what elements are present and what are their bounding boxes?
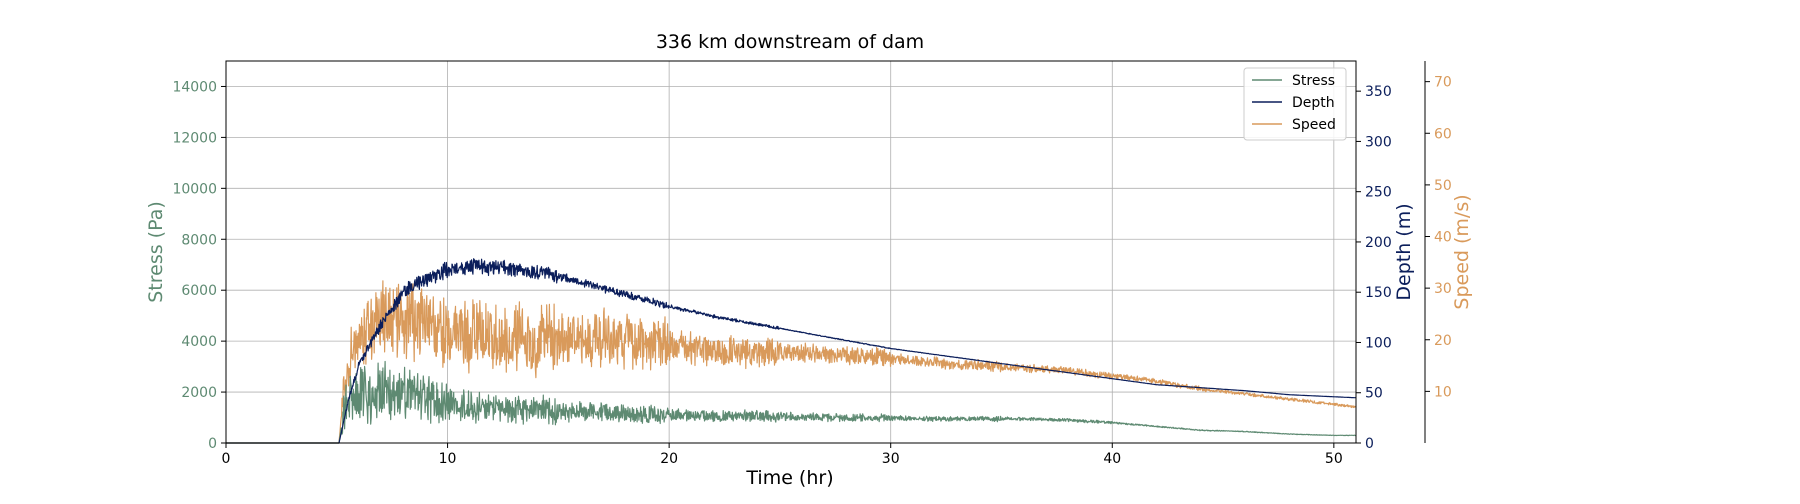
legend-box — [1243, 67, 1347, 141]
stress-tick-label: 4000 — [181, 334, 217, 350]
speed-tick-label: 40 — [1434, 230, 1452, 246]
stress-tick-label: 6000 — [181, 283, 217, 299]
stress-tick-label: 0 — [208, 436, 217, 452]
x-tick-label: 10 — [439, 451, 457, 467]
x-tick-label: 40 — [1103, 451, 1121, 467]
speed-axis-label: Speed (m/s) — [1451, 194, 1473, 309]
depth-tick-label: 350 — [1365, 84, 1392, 100]
x-tick-label: 20 — [660, 451, 678, 467]
speed-tick-label: 60 — [1434, 126, 1452, 142]
stress-tick-label: 2000 — [181, 385, 217, 401]
speed-tick-label: 30 — [1434, 281, 1452, 297]
series-line-stress — [225, 360, 1357, 444]
stress-axis: 0 2000 4000 6000 8000 10000 12000 14000 — [172, 79, 226, 452]
depth-tick-label: 0 — [1365, 436, 1374, 452]
legend: Stress Depth Speed — [1243, 67, 1347, 141]
x-axis: 0 10 20 30 40 50 — [222, 443, 1343, 467]
speed-tick-label: 70 — [1434, 75, 1452, 91]
stress-tick-label: 8000 — [181, 232, 217, 248]
stress-tick-label: 14000 — [172, 79, 217, 95]
series-line-depth — [225, 258, 1357, 444]
depth-tick-label: 200 — [1365, 235, 1392, 251]
legend-label-stress: Stress — [1292, 73, 1335, 89]
depth-axis-label: Depth (m) — [1393, 203, 1415, 300]
x-axis-label: Time (hr) — [745, 467, 833, 489]
series-line-speed — [225, 280, 1357, 444]
stress-axis-label: Stress (Pa) — [145, 201, 167, 303]
series-lines — [225, 258, 1357, 444]
stress-tick-label: 10000 — [172, 181, 217, 197]
depth-tick-label: 100 — [1365, 335, 1392, 351]
speed-tick-label: 20 — [1434, 333, 1452, 349]
plot-frame — [225, 60, 1357, 444]
speed-axis: 10 20 30 40 50 60 70 — [1424, 61, 1452, 443]
legend-label-speed: Speed — [1292, 117, 1336, 133]
depth-tick-label: 250 — [1365, 185, 1392, 201]
depth-tick-label: 300 — [1365, 134, 1392, 150]
depth-axis: 0 50 100 150 200 250 300 350 — [1356, 84, 1392, 452]
depth-tick-label: 150 — [1365, 285, 1392, 301]
x-tick-label: 0 — [222, 451, 231, 467]
legend-label-depth: Depth — [1292, 95, 1335, 111]
chart-title: 336 km downstream of dam — [656, 31, 924, 53]
x-tick-label: 30 — [882, 451, 900, 467]
stress-tick-label: 12000 — [172, 130, 217, 146]
speed-tick-label: 50 — [1434, 178, 1452, 194]
speed-tick-label: 10 — [1434, 384, 1452, 400]
depth-tick-label: 50 — [1365, 386, 1383, 402]
x-tick-label: 50 — [1325, 451, 1343, 467]
